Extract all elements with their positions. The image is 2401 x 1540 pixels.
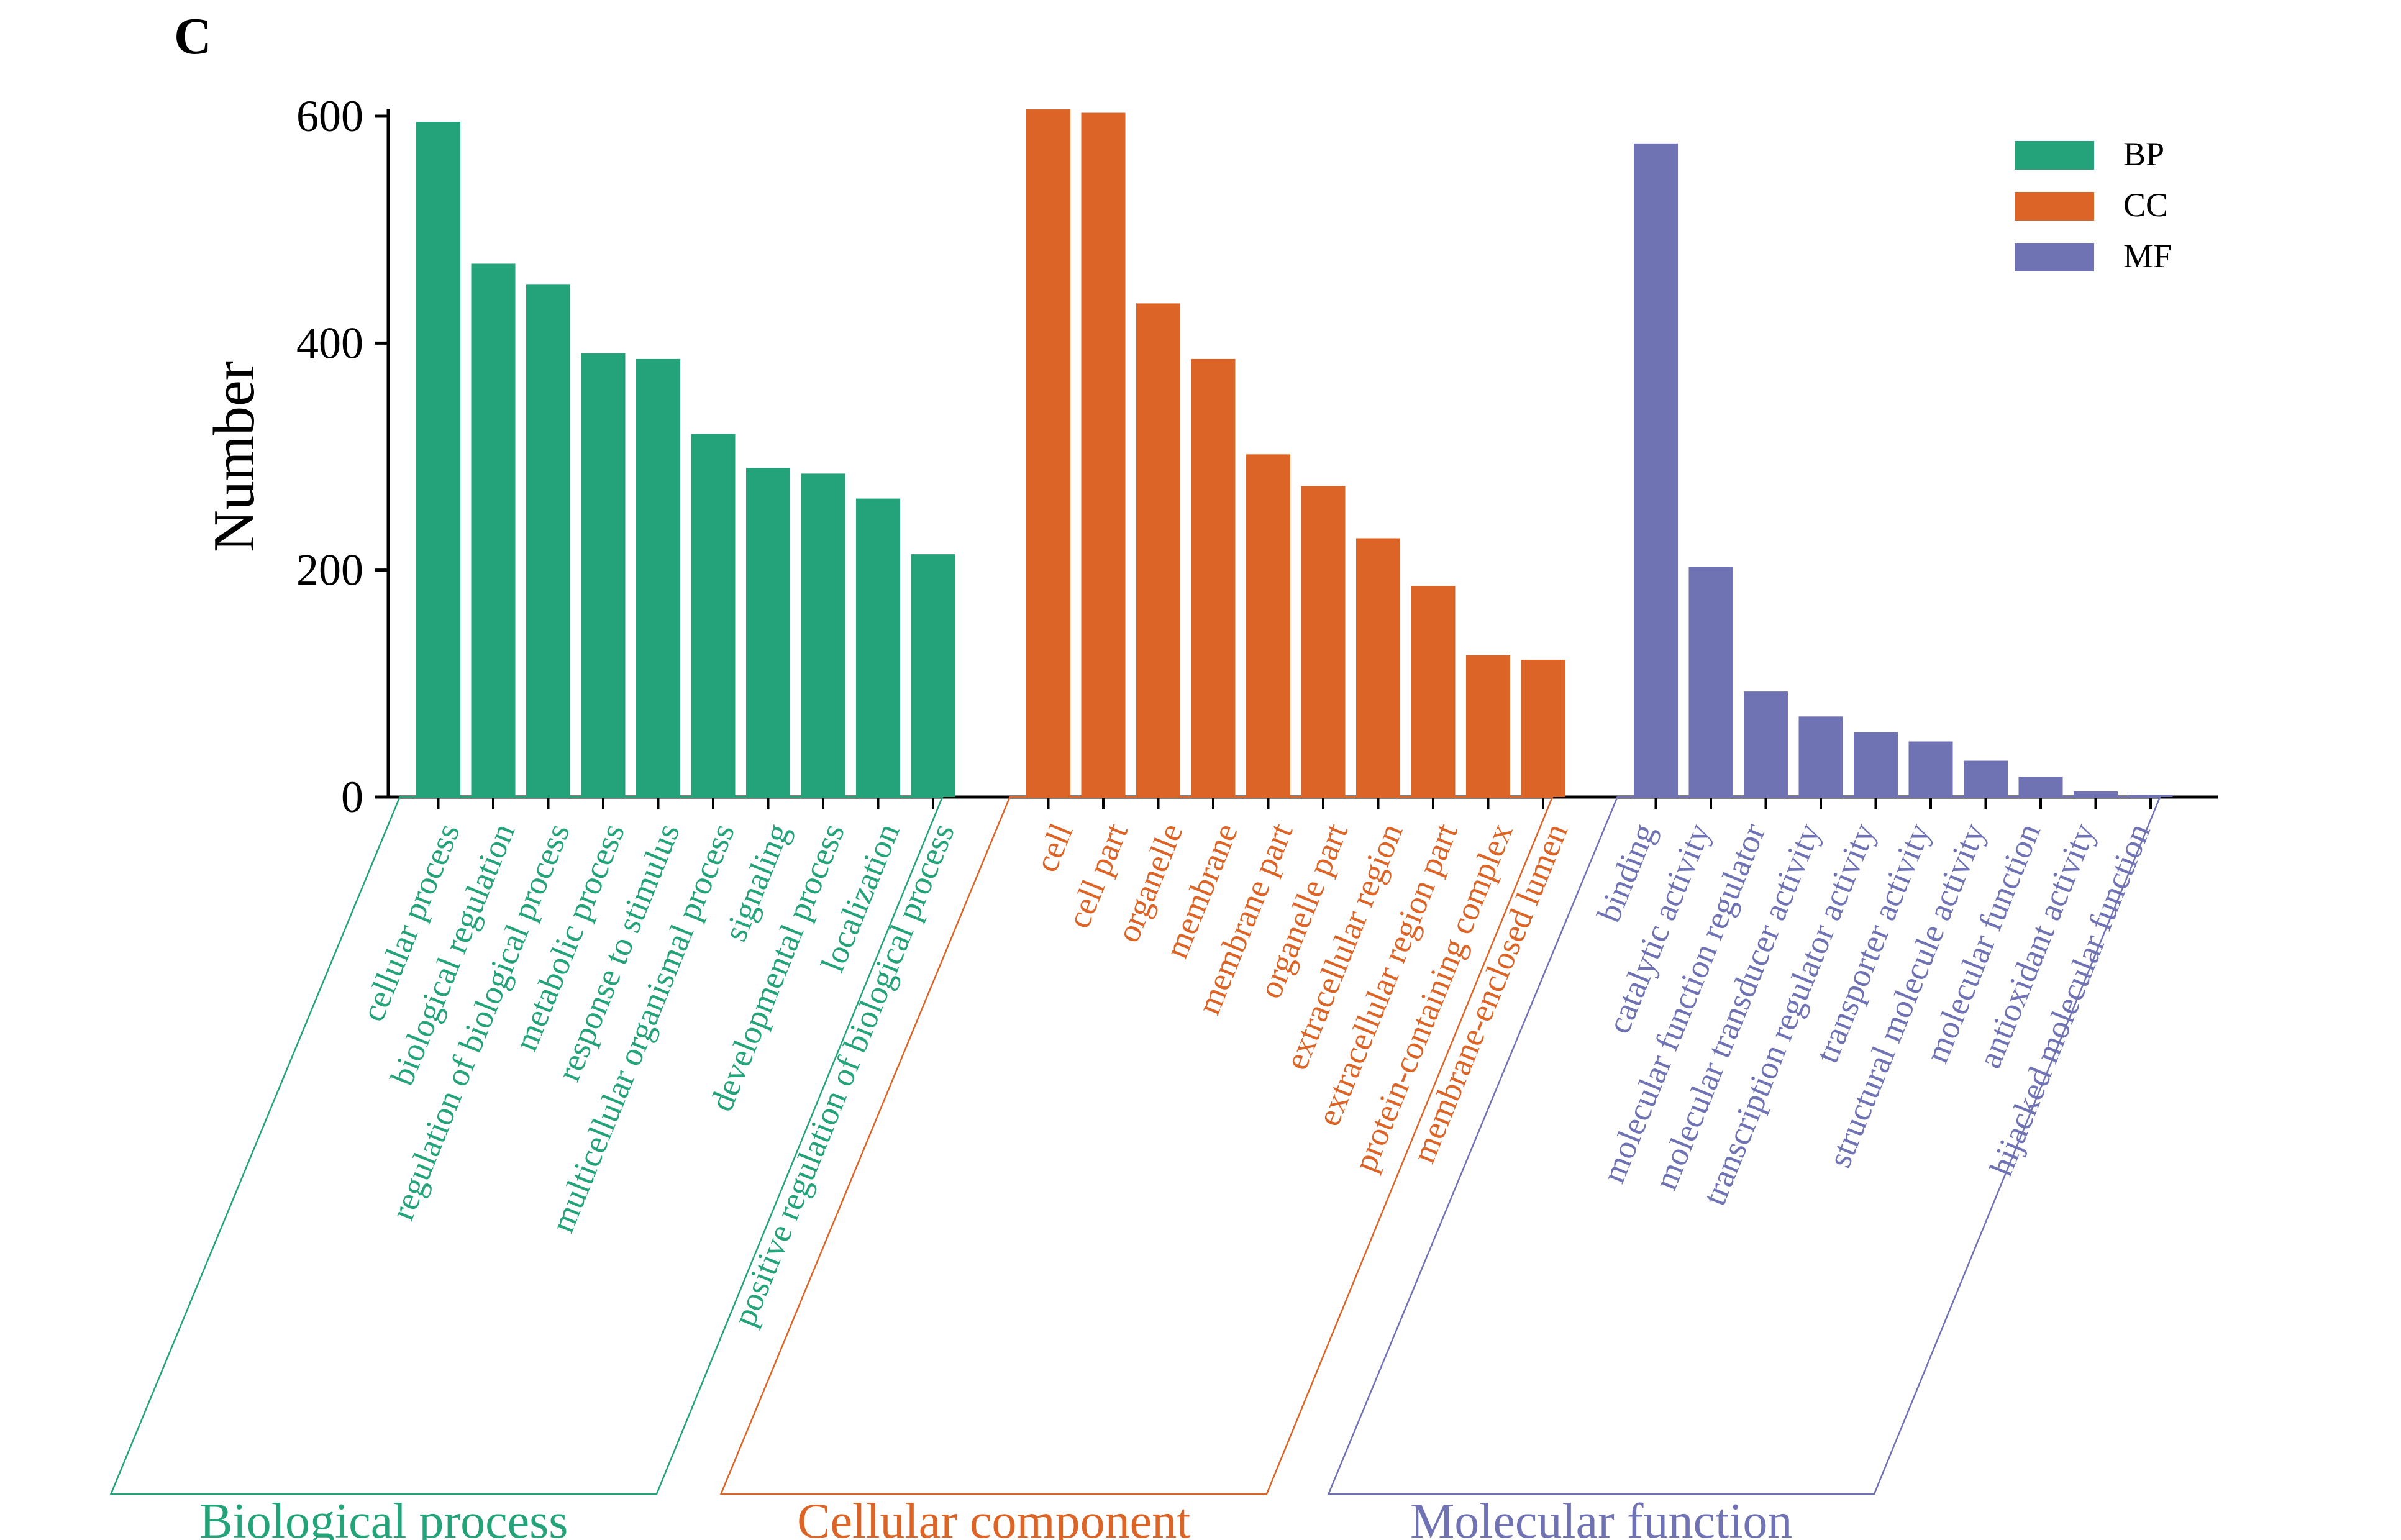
bar-mf bbox=[1634, 143, 1678, 798]
panel-label: C bbox=[174, 7, 212, 65]
legend-label: MF bbox=[2123, 237, 2172, 275]
bar-bp bbox=[801, 473, 845, 797]
bar-cc bbox=[1521, 659, 1565, 797]
legend-label: CC bbox=[2123, 186, 2168, 224]
y-tick-label: 200 bbox=[296, 545, 363, 595]
bar-mf bbox=[1688, 567, 1733, 797]
bar-cc bbox=[1026, 109, 1070, 797]
legend-swatch-bp bbox=[2015, 141, 2094, 170]
legend-label: BP bbox=[2123, 135, 2164, 173]
y-tick-label: 600 bbox=[296, 91, 363, 141]
bar-bp bbox=[856, 498, 900, 797]
bar-mf bbox=[1744, 691, 1788, 797]
y-tick-label: 0 bbox=[341, 772, 363, 822]
group-label: Cellular component bbox=[797, 1494, 1190, 1540]
bar-cc bbox=[1246, 454, 1290, 797]
bar-bp bbox=[581, 353, 626, 797]
bar-cc bbox=[1191, 358, 1236, 797]
bar-mf bbox=[1854, 732, 1898, 797]
legend-swatch-cc bbox=[2015, 192, 2094, 221]
bar-bp bbox=[911, 554, 955, 797]
category-label: cell bbox=[1027, 818, 1080, 877]
bar-mf bbox=[2074, 791, 2118, 797]
group-label: Biological process bbox=[199, 1494, 568, 1540]
group-label: Molecular function bbox=[1410, 1494, 1792, 1540]
group-bracket bbox=[1327, 796, 2161, 1495]
bar-cc bbox=[1356, 538, 1400, 797]
bar-bp bbox=[636, 358, 680, 797]
bar-mf bbox=[2128, 795, 2173, 797]
bar-bp bbox=[746, 468, 790, 797]
bar-cc bbox=[1081, 112, 1126, 797]
bar-bp bbox=[526, 284, 570, 797]
bar-mf bbox=[1964, 760, 2008, 797]
bar-bp bbox=[471, 263, 516, 797]
legend-swatch-mf bbox=[2015, 243, 2094, 271]
bar-mf bbox=[1908, 741, 1953, 797]
bar-cc bbox=[1411, 586, 1456, 797]
bar-mf bbox=[2018, 777, 2063, 797]
bar-cc bbox=[1466, 655, 1510, 797]
group-bracket bbox=[719, 796, 1554, 1495]
bar-cc bbox=[1136, 303, 1180, 797]
group-bracket bbox=[109, 796, 944, 1495]
y-axis-title: Number bbox=[202, 361, 267, 552]
bar-bp bbox=[416, 122, 460, 798]
bar-cc bbox=[1301, 486, 1346, 797]
bar-mf bbox=[1798, 716, 1843, 797]
bar-bp bbox=[691, 434, 736, 797]
y-tick-label: 400 bbox=[296, 318, 363, 368]
